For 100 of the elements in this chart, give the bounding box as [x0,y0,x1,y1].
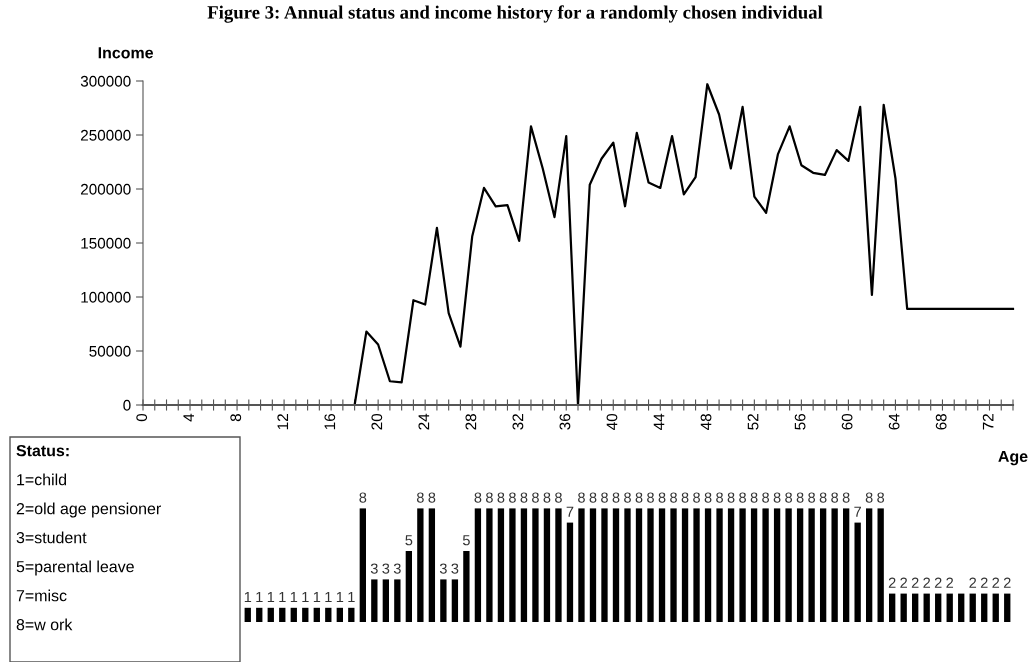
bar [428,508,436,622]
x-tick-label: 4 [183,413,194,422]
x-tick-label: 16 [324,414,336,430]
bar [612,508,620,622]
bar [900,593,907,622]
bar [555,508,562,622]
data-label: 8 [842,492,850,503]
text: 2=old age pensioner [16,502,161,518]
bar [969,593,976,622]
data-label: 8 [819,492,827,503]
bar [773,508,781,622]
x-tick-label: 0 [136,413,148,422]
y-tick-label: 50000 [89,345,131,357]
data-label: 8 [416,492,424,503]
data-label: 2 [900,577,907,588]
x-tick-label: 72 [982,414,994,430]
text: 5=parental leave [16,560,134,576]
x-tick-label: 28 [465,414,477,430]
data-label: 2 [923,577,931,588]
data-label: 1 [348,591,355,602]
data-label: 2 [969,577,977,588]
data-label: 2 [1003,577,1011,588]
data-label: 8 [428,492,436,503]
x-tick-label: 24 [418,413,430,430]
data-label: 3 [451,563,459,574]
bar [912,593,919,622]
bar [992,593,999,622]
data-label: 1 [279,591,286,602]
bar [497,508,505,622]
data-label: 8 [796,492,804,503]
bar [877,508,884,622]
data-label: 1 [267,591,275,602]
data-label: 1 [325,591,332,602]
x-axis-title: Age [998,450,1028,466]
x-tick-label: 12 [277,414,289,430]
bar [417,508,424,622]
data-label: 8 [658,492,666,503]
bar [958,593,965,622]
data-label: 1 [302,591,309,602]
text: 3=student [16,531,87,544]
text: 8=w ork [16,618,73,631]
bar [313,607,320,622]
bar [842,508,850,622]
data-label: 8 [739,492,746,503]
data-label: 8 [727,492,735,503]
data-label: 8 [865,492,873,503]
x-tick-label: 20 [371,413,383,430]
bar [923,593,930,622]
y-tick-label: 100000 [81,291,131,303]
x-tick-label: 68 [935,414,947,430]
y-tick-label: 300000 [80,75,131,87]
data-label: 8 [635,492,643,503]
x-tick-label: 60 [841,413,853,430]
bar [946,593,953,622]
data-label: 2 [888,577,896,588]
data-label: 8 [601,492,608,503]
bar [532,508,539,622]
data-label: 1 [256,591,263,602]
text: 7=misc [16,589,67,602]
data-label: 5 [462,535,470,546]
x-tick-label: 40 [606,413,618,430]
data-label: 8 [543,492,551,503]
text: Status: [16,444,69,457]
bar [831,508,838,622]
data-label: 8 [555,492,562,503]
bar [865,508,873,622]
data-label: 8 [359,492,367,503]
data-label: 8 [624,492,631,503]
bar [819,508,827,622]
data-label: 8 [532,492,539,503]
data-label: 8 [785,492,793,503]
bar [578,508,585,622]
data-label: 2 [980,577,988,588]
bar [267,607,274,622]
chart-title: Figure 3: Annual status and income history for a randomly chosen individual [207,5,823,23]
data-label: 8 [474,492,482,503]
bar [727,508,735,622]
bar [601,508,608,622]
bar [762,508,769,622]
data-label: 1 [290,591,298,602]
bar [463,551,470,622]
data-label: 8 [647,492,654,503]
data-label: 2 [946,577,954,588]
bar [693,508,700,622]
data-label: 3 [382,563,390,574]
data-label: 3 [393,563,401,574]
bar [359,508,366,622]
data-label: 5 [405,535,413,546]
bar [371,579,378,622]
data-label: 8 [509,492,516,503]
bar [670,508,677,622]
bar [256,607,263,622]
bar [739,508,746,622]
bar [302,607,309,622]
data-label: 1 [336,591,344,602]
bar [1004,593,1011,622]
data-label: 8 [831,492,839,503]
bar [244,607,251,622]
data-label: 8 [716,492,723,503]
bar [624,508,631,622]
